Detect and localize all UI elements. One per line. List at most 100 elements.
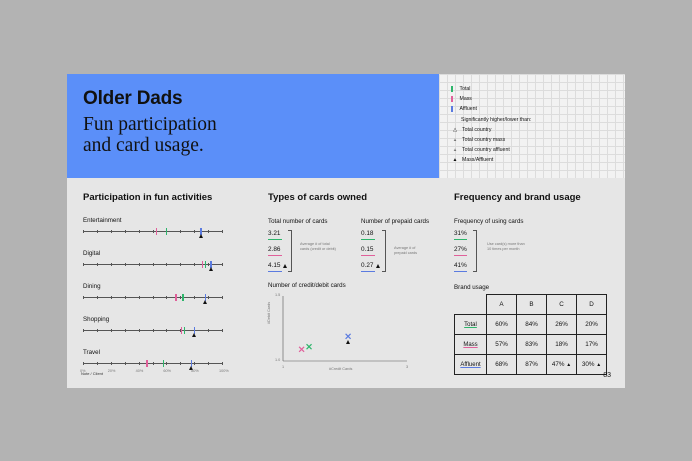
dot-marker-mass [175,293,177,301]
bracket [473,230,477,272]
dot-marker-affluent [204,293,207,301]
triangle-filled-icon: ▲ [452,157,458,163]
sig-filled-triangle-icon: ▲ [566,362,572,368]
axis-tick [83,295,84,299]
axis-tick [138,328,140,332]
sig-filled-triangle-icon [345,340,350,345]
brand-usage-table: A B C D Total 60% 84% 26% 20% Mass 57% 8… [454,294,607,375]
affluent-underline [454,271,467,273]
total-swatch-icon [451,86,453,92]
sig-filled-triangle-icon: ▲ [596,362,602,368]
participation-title: Participation in fun activities [83,192,213,203]
axis-tick [138,262,140,266]
mass-underline [268,255,282,257]
freq-affluent: 41% [454,262,467,269]
affluent-underline [361,271,375,273]
axis-tick [110,295,112,299]
total-cards-note: Average # of total cards (credit or debi… [300,242,336,251]
cards-title: Types of cards owned [268,192,368,203]
sig-filled-triangle-icon [198,234,203,238]
dot-marker-total [182,293,184,301]
scatter-point-affluent [345,333,352,340]
legend-sig-heading: Significantly higher/lower than: [461,117,532,123]
axis-tick [208,262,210,266]
sig-filled-triangle-icon [192,333,196,337]
title-panel: Older Dads Fun participation and card us… [67,74,439,178]
dot-marker-affluent [193,326,195,334]
axis-tick [180,295,182,299]
legend-label: Total country affluent [462,147,510,153]
activity-label: Entertainment [83,217,122,224]
axis-tick [124,361,126,365]
axis-tick [124,328,126,332]
triangle-small-icon: ▵ [453,137,457,143]
axis-tick [166,361,168,365]
axis-tick [96,295,98,299]
mass-underline [361,255,375,257]
y-tick-label: 1.5 [275,293,281,297]
mass-underline [454,255,467,257]
axis-tick [152,262,154,266]
axis-tick-label: 20% [107,369,116,373]
axis-tick [194,229,196,233]
axis-tick [180,328,182,332]
axis-tick [110,262,112,266]
legend-label: Mass [459,96,472,102]
axis-tick [96,328,98,332]
axis-tick [138,295,140,299]
page-subtitle: Fun participation and card usage. [83,114,217,156]
axis-tick [83,262,84,266]
x-tick-label: 1 [282,365,285,369]
legend-item-mass: Mass [451,96,472,102]
axis-tick [110,328,112,332]
axis-tick [166,262,168,266]
sig-filled-triangle-icon [208,267,213,271]
activity-label: Shopping [83,316,110,323]
frequency-title: Frequency and brand usage [454,192,581,203]
dot-marker-mass [180,326,183,334]
legend-label: Total country mass [462,137,506,143]
legend-label: Affluent [459,106,478,112]
axis-tick [96,229,98,233]
axis-tick [138,361,140,365]
axis-tick [166,295,168,299]
total-cards-mass: 2.86 [268,246,281,253]
axis-tick [208,328,210,332]
triangle-small-icon: ▵ [453,147,457,153]
activity-label: Travel [83,349,100,356]
page-title: Older Dads [83,88,183,109]
legend-label: Total [459,86,471,92]
bracket [382,230,386,272]
triangle-outline-icon: △ [453,127,457,133]
table-cell: 30% ▲ [576,354,607,375]
dot-marker-total [162,359,165,367]
axis-tick [194,295,196,299]
x-axis-label: #Credit Cards [329,367,353,371]
total-cards-total: 3.21 [268,230,281,237]
legend: Total Mass Affluent Significantly higher… [439,74,625,178]
legend-label: Mass/Affluent [462,157,494,163]
footer-note: Note / Client [81,371,104,376]
axis-tick [194,262,196,266]
cell-value: 47% [551,361,565,368]
page-number: 83 [603,372,611,379]
legend-item-affluent: Affluent [451,106,477,112]
axis-tick [194,361,196,365]
axis-tick [152,361,154,365]
axis-tick [96,262,98,266]
y-axis-label: #Debit Cards [267,301,271,324]
scatter-title: Number of credit/debit cards [268,282,346,289]
total-cards-affluent: 4.15 [268,262,281,269]
legend-item-total-country: △ Total country [451,127,491,133]
subtitle-line-1: Fun participation [83,114,217,135]
axis-tick [152,328,154,332]
axis-tick [222,295,223,299]
freq-mass: 27% [454,246,467,253]
dot-marker-affluent [210,260,212,268]
prepaid-total: 0.18 [361,230,374,237]
cell-value: 30% [581,361,595,368]
mass-swatch-icon [451,96,453,102]
prepaid-cards-title: Number of prepaid cards [361,218,430,225]
slide: Older Dads Fun participation and card us… [67,74,625,388]
axis-tick [152,229,154,233]
